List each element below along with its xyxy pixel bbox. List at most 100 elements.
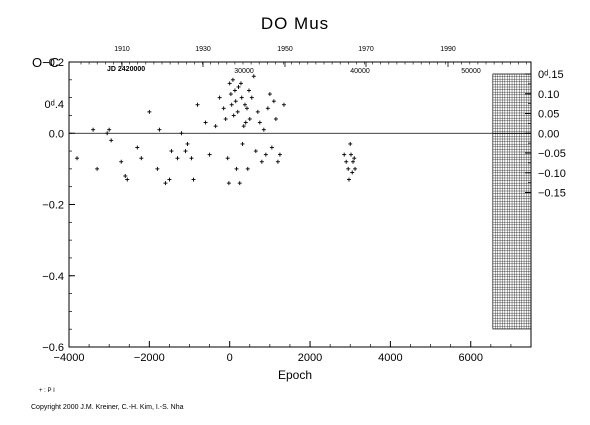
- right-y-tick-label: 0.10: [538, 89, 559, 101]
- data-point: [230, 77, 235, 82]
- data-point: [91, 127, 96, 132]
- data-point: [226, 181, 231, 186]
- data-point: [155, 166, 160, 171]
- data-point: [195, 102, 200, 107]
- data-point: [231, 113, 236, 118]
- jd-label: JD 2420000: [107, 66, 146, 73]
- data-point: [259, 159, 264, 164]
- data-point: [107, 127, 112, 132]
- data-point: [175, 156, 180, 161]
- right-y-tick-label: −0.15: [538, 188, 566, 200]
- data-point: [183, 149, 188, 154]
- left-y-tick-label: −0.4: [42, 271, 64, 283]
- data-point: [353, 166, 358, 171]
- data-point: [135, 145, 140, 150]
- data-point: [139, 156, 144, 161]
- data-point: [179, 131, 184, 136]
- data-point: [265, 106, 270, 111]
- data-point: [123, 174, 128, 178]
- data-point: [241, 124, 246, 129]
- data-point: [267, 92, 272, 97]
- x-tick-label: 0: [227, 352, 233, 364]
- data-point: [346, 166, 351, 171]
- data-point: [227, 81, 232, 86]
- data-point: [235, 109, 240, 114]
- left-y-tick-label: −0.2: [42, 200, 64, 212]
- data-point: [125, 177, 130, 182]
- data-point: [236, 84, 241, 89]
- x-axis-label: Epoch: [277, 368, 313, 382]
- data-point: [350, 170, 355, 175]
- data-point: [237, 181, 242, 186]
- left-y-axis-ticks: −0.6 −0.4 −0.2 0.0 0.2 0ᵈ.4: [42, 57, 75, 354]
- data-point: [352, 156, 357, 161]
- data-point: [238, 81, 243, 86]
- chart-title: DO Mus: [260, 14, 330, 33]
- right-y-tick-label: 0.00: [538, 128, 559, 140]
- x-tick-label: 4000: [378, 352, 402, 364]
- left-y-tick-label: 0ᵈ.4: [45, 99, 64, 111]
- right-y-axis-ticks: −0.15 −0.10 −0.05 0.00 0.05 0.10 0ᵈ.15: [525, 69, 566, 200]
- data-point: [281, 102, 286, 107]
- data-point: [351, 159, 356, 164]
- data-point: [269, 145, 274, 150]
- top-year-tick-label: 1930: [195, 46, 211, 53]
- data-point: [255, 109, 260, 114]
- plot-frame: [68, 61, 532, 348]
- data-point: [228, 92, 233, 97]
- data-point: [271, 99, 276, 104]
- data-point: [249, 95, 254, 100]
- top-year-tick-label: 1950: [277, 46, 293, 53]
- data-point: [189, 156, 194, 161]
- data-point: [119, 159, 124, 164]
- data-point: [167, 177, 172, 182]
- data-point: [242, 102, 247, 107]
- right-y-tick-label: 0ᵈ.15: [538, 69, 564, 81]
- left-y-tick-label: 0.0: [49, 128, 64, 140]
- data-point: [251, 74, 256, 79]
- data-point: [348, 141, 353, 146]
- data-point: [349, 152, 354, 157]
- x-tick-label: −4000: [54, 352, 85, 364]
- top-year-tick-label: 1970: [358, 46, 374, 53]
- data-point: [232, 88, 237, 93]
- data-point: [105, 131, 110, 136]
- data-point: [347, 177, 352, 182]
- data-point: [244, 106, 249, 111]
- left-y-tick-label: 0.2: [49, 57, 64, 69]
- data-point: [243, 120, 248, 125]
- copyright-text: Copyright 2000 J.M. Kreiner, C.-H. Kim, …: [31, 404, 184, 411]
- data-point: [246, 88, 251, 93]
- data-point: [240, 141, 245, 146]
- data-point: [273, 117, 278, 121]
- top-year-tick-label: 1990: [440, 46, 456, 53]
- data-point: [207, 152, 212, 157]
- data-point: [75, 156, 80, 161]
- data-points: [75, 74, 358, 186]
- data-point: [277, 152, 282, 157]
- right-y-tick-label: −0.10: [538, 168, 566, 180]
- data-point: [239, 95, 244, 100]
- right-y-tick-label: −0.05: [538, 148, 566, 160]
- data-point: [247, 117, 252, 121]
- top-year-tick-label: 1910: [114, 46, 130, 53]
- data-point: [257, 120, 262, 125]
- x-tick-label: 2000: [298, 352, 322, 364]
- x-tick-label: 6000: [458, 352, 482, 364]
- data-point: [163, 181, 168, 186]
- data-point: [342, 152, 347, 157]
- top-jd-tick-label: 40000: [350, 68, 370, 75]
- x-axis-ticks: −4000 −2000 0 2000 4000 6000: [54, 341, 512, 364]
- data-point: [234, 166, 239, 171]
- data-point: [169, 149, 174, 154]
- data-point: [223, 117, 228, 121]
- data-point: [109, 138, 114, 143]
- data-point: [217, 95, 222, 100]
- data-point: [229, 102, 234, 107]
- top-year-axis-ticks: 1910 1930 1950 1970 1990 30000 40000 50000: [80, 46, 527, 75]
- legend: + : P I: [39, 388, 55, 394]
- top-jd-tick-label: 30000: [234, 68, 254, 75]
- right-y-tick-label: 0.05: [538, 109, 559, 121]
- data-point: [221, 106, 226, 111]
